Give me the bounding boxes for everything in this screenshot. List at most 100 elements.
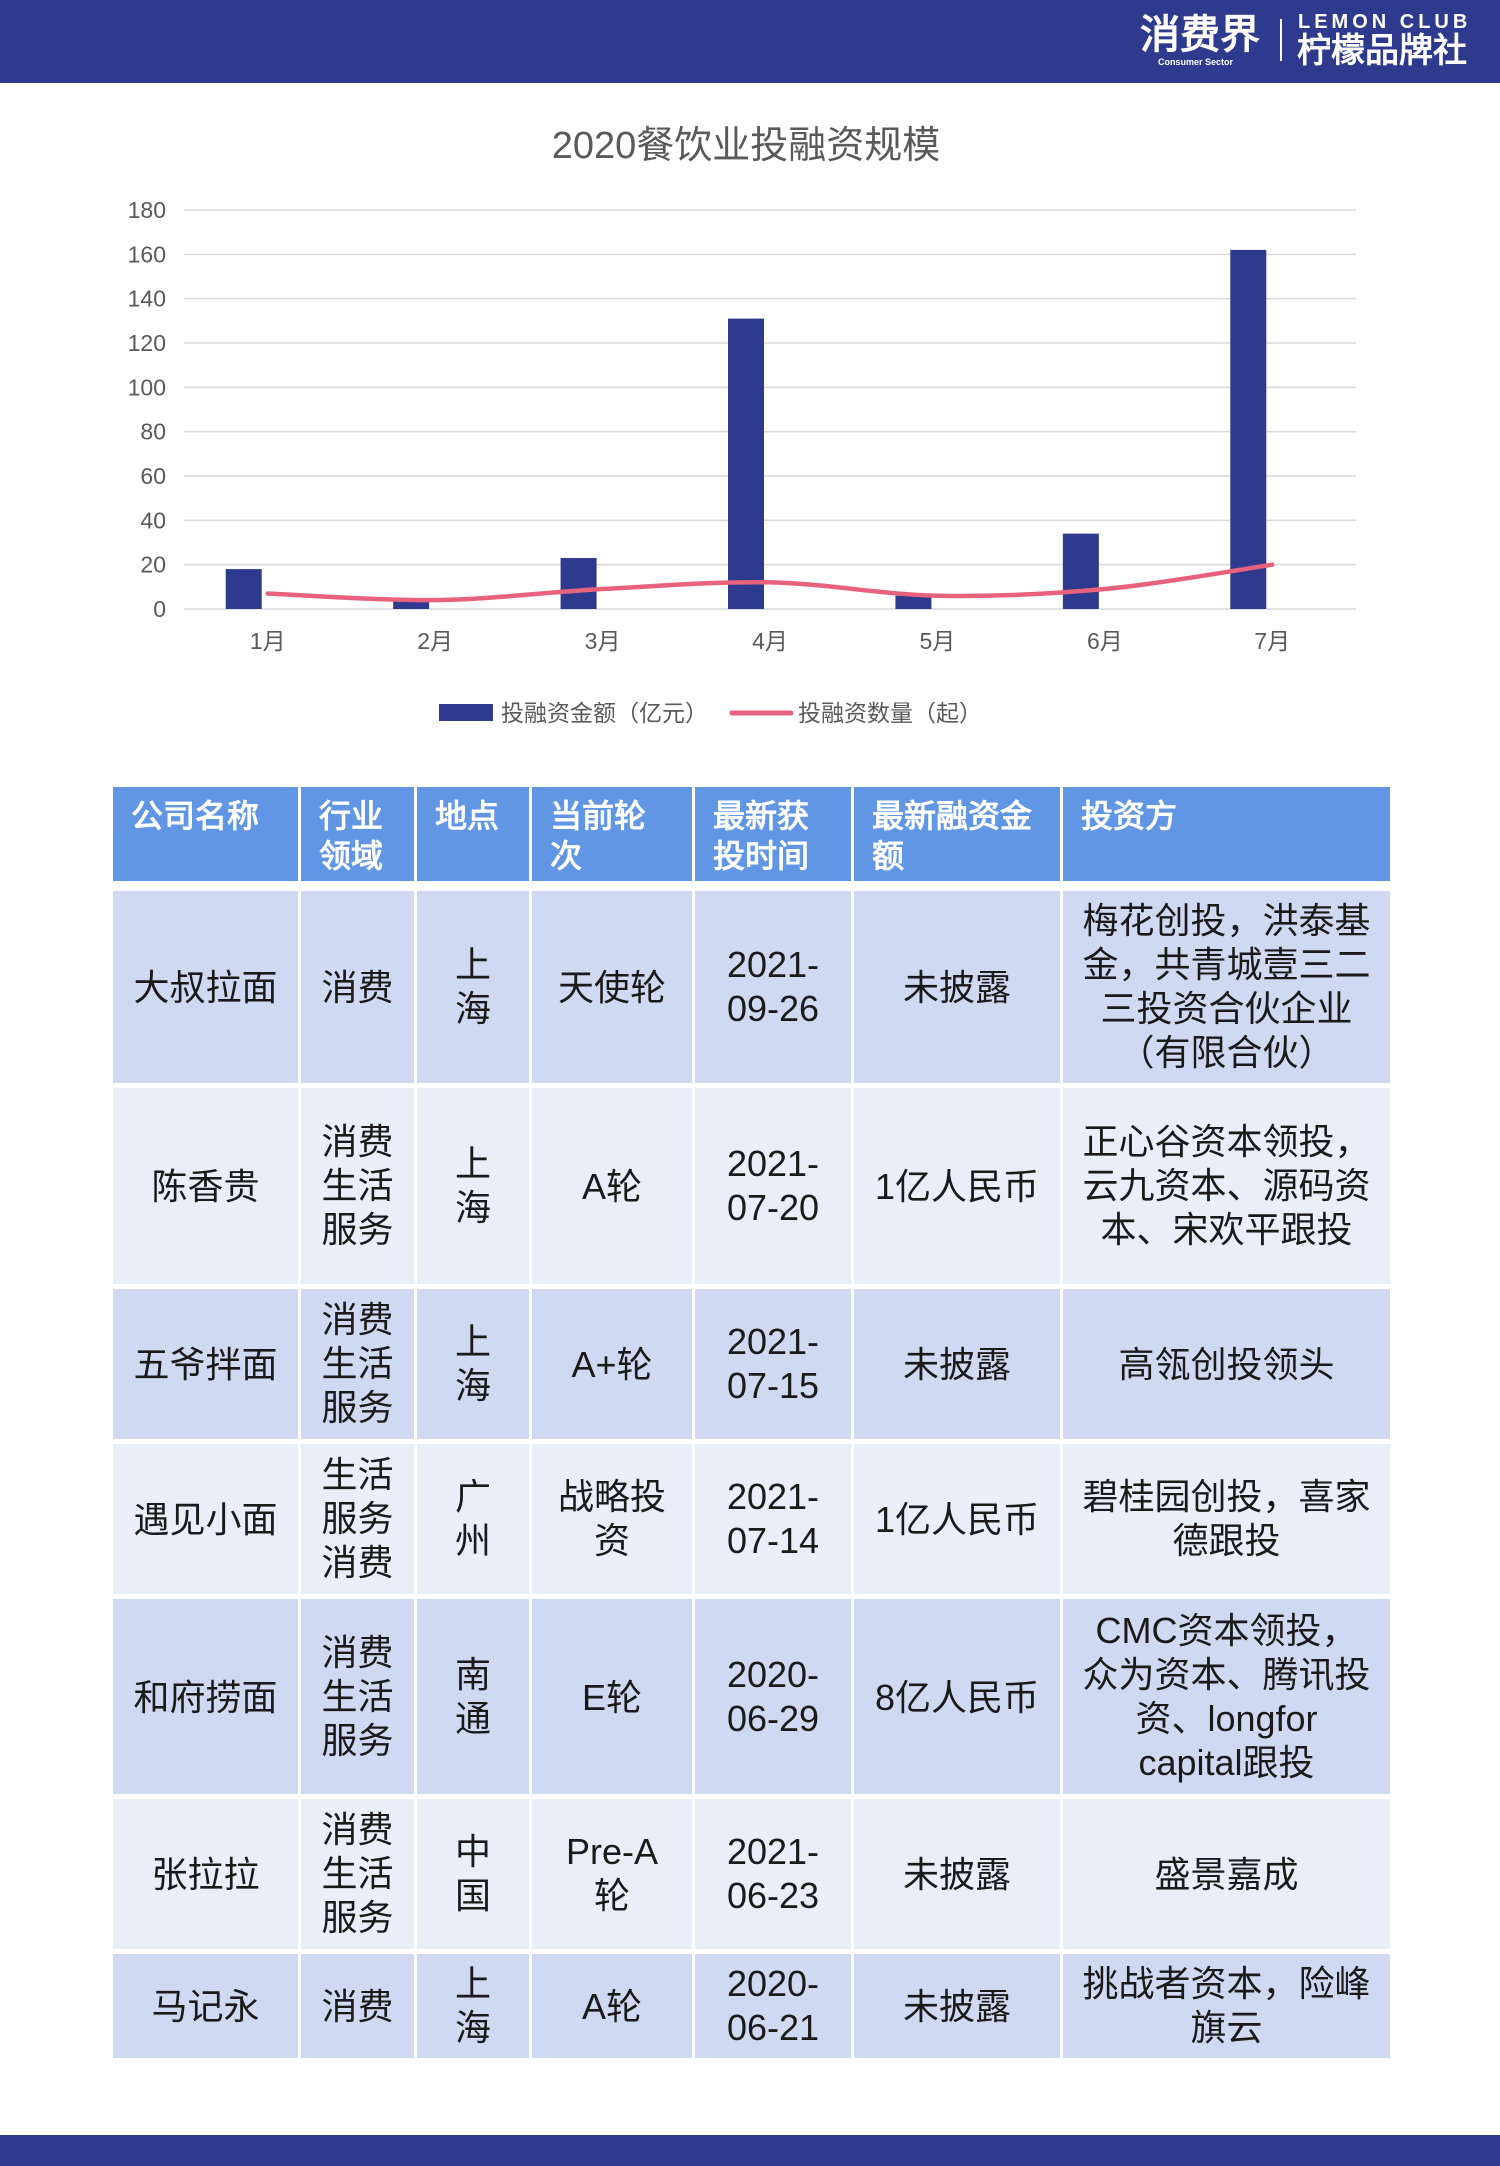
cell-date-text: 2021-06-23 bbox=[726, 1831, 820, 1916]
gridlines bbox=[184, 209, 1356, 610]
cell-location: 上海 bbox=[417, 1289, 532, 1444]
table-row: 五爷拌面 消费生活服务 上海 A+轮 2021-07-15 未披露 高瓴创投领头 bbox=[113, 1289, 1390, 1444]
bar-mark bbox=[895, 595, 932, 609]
chart-title: 2020餐饮业投融资规模 bbox=[552, 125, 941, 167]
cell-industry-text: 生活服务消费 bbox=[321, 1454, 394, 1583]
count-line bbox=[265, 562, 1275, 603]
consumer-sector-logo: 消费界 bbox=[1140, 13, 1260, 57]
cell-location-text: 中国 bbox=[454, 1831, 491, 1916]
cell-investors: 盛景嘉成 bbox=[1063, 1799, 1390, 1954]
y-tick-label: 0 bbox=[153, 596, 166, 622]
cell-location-text: 南通 bbox=[454, 1653, 491, 1739]
x-tick-label: 3月 bbox=[585, 628, 621, 654]
cell-company-text: 五爷拌面 bbox=[133, 1344, 278, 1386]
cell-amount-text: 未披露 bbox=[902, 1854, 1011, 1896]
bar-mark bbox=[393, 600, 430, 609]
line-point bbox=[265, 591, 270, 596]
cell-location-text: 上海 bbox=[454, 944, 491, 1029]
cell-amount: 1亿人民币 bbox=[854, 1444, 1063, 1599]
header-industry: 行业领域 bbox=[301, 787, 417, 891]
cell-company: 遇见小面 bbox=[113, 1444, 301, 1599]
cell-date: 2021-07-15 bbox=[695, 1289, 854, 1444]
cell-round: 战略投资 bbox=[532, 1444, 695, 1599]
cell-location: 上海 bbox=[417, 1088, 532, 1289]
y-tick-label: 140 bbox=[128, 286, 166, 312]
legend-label-count: 投融资数量（起） bbox=[798, 700, 982, 726]
cell-amount-text: 1亿人民币 bbox=[874, 1166, 1040, 1208]
cell-company-text: 大叔拉面 bbox=[133, 967, 278, 1009]
cell-location: 中国 bbox=[417, 1799, 532, 1954]
cell-industry: 消费生活服务 bbox=[301, 1599, 417, 1799]
cell-round-text: E轮 bbox=[581, 1676, 642, 1718]
cell-location: 南通 bbox=[417, 1599, 532, 1799]
legend: 投融资金额（亿元） 投融资数量（起） bbox=[439, 700, 982, 726]
cell-round-text: A轮 bbox=[581, 1986, 642, 2028]
cell-round: A轮 bbox=[532, 1954, 695, 2063]
table-row: 陈香贵 消费生活服务 上海 A轮 2021-07-20 1亿人民币 正心谷资本领投，云九资本… bbox=[113, 1088, 1390, 1289]
cell-industry-text: 消费生活服务 bbox=[321, 1299, 394, 1428]
cell-industry-text: 消费 bbox=[321, 967, 394, 1009]
cell-company-text: 张拉拉 bbox=[151, 1854, 260, 1896]
cell-industry-text: 消费生活服务 bbox=[321, 1809, 394, 1938]
top-banner: 消费界 Consumer Sector LEMON CLUB 柠檬品牌社 bbox=[0, 0, 1500, 83]
bar-mark bbox=[225, 569, 262, 609]
x-tick-label: 4月 bbox=[752, 628, 788, 654]
line-point bbox=[935, 593, 940, 598]
y-tick-label: 160 bbox=[128, 241, 166, 267]
cell-date-text: 2021-07-20 bbox=[726, 1143, 820, 1228]
cell-date-text: 2020-06-21 bbox=[726, 1963, 820, 2048]
cell-amount: 未披露 bbox=[854, 891, 1063, 1088]
cell-date: 2021-06-23 bbox=[695, 1799, 854, 1954]
consumer-sector-logo-subtitle: Consumer Sector bbox=[1158, 57, 1234, 67]
cell-investors-text: CMC资本领投，众为资本、腾讯投资、longfor capital跟投 bbox=[1082, 1609, 1371, 1783]
cell-date: 2021-07-14 bbox=[695, 1444, 854, 1599]
cell-industry: 生活服务消费 bbox=[301, 1444, 417, 1599]
cell-company: 五爷拌面 bbox=[113, 1289, 301, 1444]
y-axis-labels: 0 20 40 60 80 100 120 140 160 180 bbox=[128, 197, 166, 622]
cell-industry-text: 消费 bbox=[321, 1986, 394, 2028]
cell-location: 广州 bbox=[417, 1444, 532, 1599]
y-tick-label: 100 bbox=[128, 374, 166, 400]
cell-company-text: 遇见小面 bbox=[133, 1499, 278, 1541]
cell-round-text: 战略投资 bbox=[557, 1476, 666, 1561]
footer-bar bbox=[0, 2135, 1500, 2166]
cell-location-text: 上海 bbox=[454, 1963, 491, 2048]
cell-location-text: 广州 bbox=[454, 1476, 491, 1561]
cell-company: 陈香贵 bbox=[113, 1088, 301, 1289]
cell-industry: 消费生活服务 bbox=[301, 1088, 417, 1289]
cell-company: 张拉拉 bbox=[113, 1799, 301, 1954]
cell-investors: 高瓴创投领头 bbox=[1063, 1289, 1390, 1444]
cell-investors-text: 梅花创投，洪泰基金，共青城壹三二三投资合伙企业（有限合伙） bbox=[1082, 900, 1371, 1073]
y-tick-label: 60 bbox=[140, 463, 166, 489]
cell-amount: 未披露 bbox=[854, 1954, 1063, 2063]
cell-date: 2021-07-20 bbox=[695, 1088, 854, 1289]
cell-company: 大叔拉面 bbox=[113, 891, 301, 1088]
bars bbox=[225, 249, 1267, 609]
bar-mark bbox=[1230, 249, 1267, 609]
cell-company: 和府捞面 bbox=[113, 1599, 301, 1799]
header-company: 公司名称 bbox=[113, 787, 301, 891]
lemon-club-logo-cn: 柠檬品牌社 bbox=[1297, 32, 1467, 70]
line-point bbox=[768, 580, 772, 585]
y-tick-label: 20 bbox=[140, 552, 166, 578]
cell-amount-text: 未披露 bbox=[902, 1344, 1011, 1386]
cell-amount: 1亿人民币 bbox=[854, 1088, 1063, 1289]
bar-mark bbox=[728, 318, 764, 609]
cell-round-text: Pre-A轮 bbox=[565, 1831, 659, 1916]
cell-amount-text: 8亿人民币 bbox=[874, 1676, 1040, 1718]
cell-location-text: 上海 bbox=[454, 1143, 491, 1228]
cell-industry: 消费生活服务 bbox=[301, 1289, 417, 1444]
line-point bbox=[1102, 587, 1107, 592]
cell-company-text: 马记永 bbox=[151, 1986, 260, 2028]
cell-industry: 消费 bbox=[301, 1954, 417, 2063]
table-row: 大叔拉面 消费 上海 天使轮 2021-09-26 未披露 梅花创投，洪泰基金，共青城壹三二… bbox=[113, 891, 1390, 1088]
cell-investors-text: 盛景嘉成 bbox=[1154, 1854, 1299, 1896]
cell-industry: 消费生活服务 bbox=[301, 1799, 417, 1954]
cell-date: 2021-09-26 bbox=[695, 891, 854, 1088]
logo-divider bbox=[1280, 19, 1282, 61]
cell-date-text: 2021-07-15 bbox=[726, 1321, 820, 1406]
table-row: 张拉拉 消费生活服务 中国 Pre-A轮 2021-06-23 未披露 盛景嘉成 bbox=[113, 1799, 1390, 1954]
header-investors: 投资方 bbox=[1063, 787, 1390, 891]
x-tick-label: 6月 bbox=[1087, 628, 1123, 654]
table-row: 和府捞面 消费生活服务 南通 E轮 2020-06-29 8亿人民币 CMC资本领投，众为资… bbox=[113, 1599, 1390, 1799]
